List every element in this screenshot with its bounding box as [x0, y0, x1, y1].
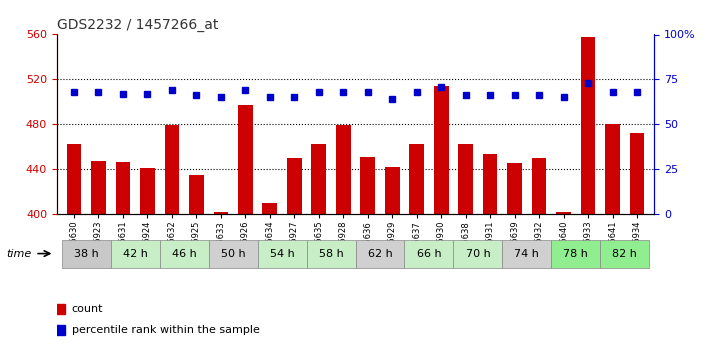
FancyBboxPatch shape	[208, 239, 257, 268]
Bar	[630, 133, 644, 214]
FancyBboxPatch shape	[405, 239, 454, 268]
Bar	[213, 211, 228, 214]
FancyBboxPatch shape	[306, 239, 356, 268]
Text: 66 h: 66 h	[417, 249, 442, 258]
Text: 42 h: 42 h	[123, 249, 148, 258]
Text: 62 h: 62 h	[368, 249, 392, 258]
Bar	[360, 157, 375, 214]
Bar	[483, 155, 498, 214]
FancyBboxPatch shape	[160, 239, 208, 268]
Bar	[238, 105, 252, 214]
FancyBboxPatch shape	[356, 239, 405, 268]
Bar	[287, 158, 301, 214]
Bar	[605, 124, 620, 214]
Bar	[410, 144, 424, 214]
FancyBboxPatch shape	[503, 239, 551, 268]
Bar	[189, 175, 204, 214]
Text: 54 h: 54 h	[269, 249, 294, 258]
Text: 46 h: 46 h	[172, 249, 196, 258]
FancyBboxPatch shape	[600, 239, 649, 268]
Bar	[556, 211, 571, 214]
Text: 50 h: 50 h	[221, 249, 245, 258]
Bar	[581, 37, 595, 214]
Bar	[262, 203, 277, 214]
FancyBboxPatch shape	[111, 239, 160, 268]
Text: time: time	[6, 249, 32, 258]
Text: percentile rank within the sample: percentile rank within the sample	[72, 325, 260, 335]
Bar	[116, 162, 130, 214]
Bar	[385, 167, 400, 214]
Bar	[140, 168, 155, 214]
Bar	[67, 144, 81, 214]
FancyBboxPatch shape	[551, 239, 600, 268]
Bar	[532, 158, 547, 214]
Text: 78 h: 78 h	[563, 249, 588, 258]
Bar	[434, 86, 449, 214]
FancyBboxPatch shape	[257, 239, 306, 268]
Text: 58 h: 58 h	[319, 249, 343, 258]
Text: GDS2232 / 1457266_at: GDS2232 / 1457266_at	[57, 18, 218, 32]
Bar	[164, 125, 179, 214]
FancyBboxPatch shape	[454, 239, 503, 268]
Text: 70 h: 70 h	[466, 249, 491, 258]
Bar	[507, 164, 522, 214]
Text: 82 h: 82 h	[612, 249, 637, 258]
FancyBboxPatch shape	[62, 239, 111, 268]
Bar	[336, 125, 351, 214]
Text: 38 h: 38 h	[74, 249, 99, 258]
Bar	[91, 161, 106, 214]
Text: 74 h: 74 h	[514, 249, 539, 258]
Text: count: count	[72, 304, 103, 314]
Bar	[459, 144, 473, 214]
Bar	[311, 144, 326, 214]
